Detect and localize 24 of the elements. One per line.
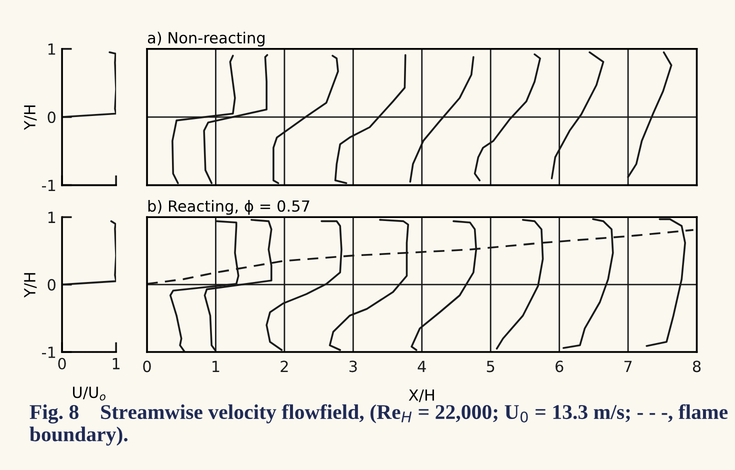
y-tick-label: -1 [42,180,56,191]
x-tick-label: 3 [349,360,357,372]
chart-title: b) Reacting, ϕ = 0.57 [148,200,310,215]
text: Fig. 8 Streamwise velocity flowfield, (Re$_{H}$ = 22,000; U$_{0}$ = 13.3 m/s; - - -, flame boundary). [30,404,728,446]
x-tick-label: 6 [556,360,564,372]
y-tick-label: 0 [48,111,56,124]
x-tick-label: 0 [143,360,151,372]
x-tick-label: 1 [212,360,220,372]
x-tick-label: 4 [418,360,426,372]
x-axis-title: X/H [408,390,434,402]
y-axis-title: Y/H [24,106,37,130]
x-tick-label: 2 [280,360,288,372]
x-tick-label: 7 [624,360,632,372]
y-tick-label: 1 [48,212,56,223]
x-tick-label: 8 [692,360,701,372]
y-axis-title: Y/H [24,273,37,298]
y-tick-label: 1 [48,44,56,55]
x-axis-title: U/U$_{o}$ [73,386,106,401]
x-tick-label: 0 [58,358,66,370]
y-tick-label: -1 [42,346,56,358]
chart-title: a) Non-reacting [148,32,264,46]
x-tick-label: 1 [112,358,120,370]
x-tick-label: 5 [486,360,494,372]
y-tick-label: 0 [48,279,56,291]
